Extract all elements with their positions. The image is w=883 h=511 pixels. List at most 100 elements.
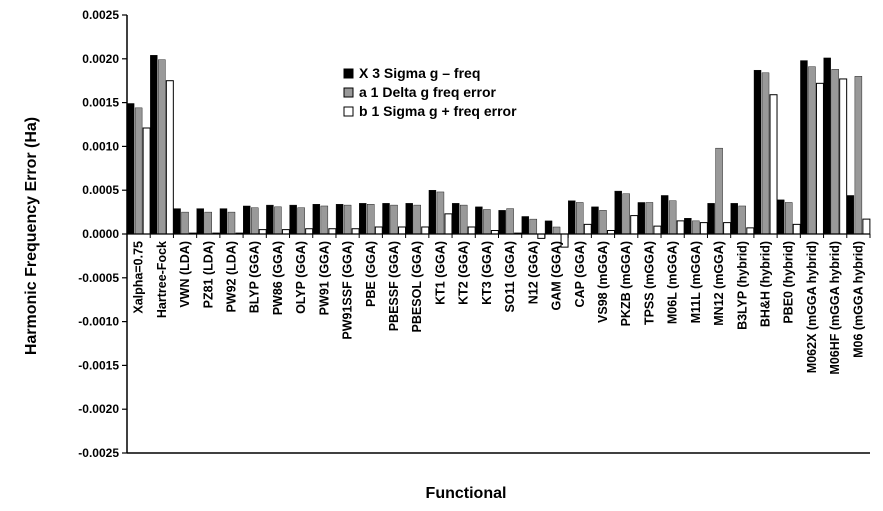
bar-s1-11 — [390, 204, 398, 235]
x-category-label: SO11 (GGA) — [503, 241, 517, 313]
bar-s2-5 — [258, 229, 267, 235]
bar-s0-29 — [800, 60, 808, 235]
bar-s0-10 — [359, 203, 367, 235]
x-category-label: M11L (mGGA) — [689, 241, 703, 323]
x-category-label: VS98 (mGGA) — [596, 241, 610, 323]
bar-s0-14 — [451, 203, 460, 235]
bar-s0-27 — [753, 69, 762, 235]
bar-s1-21 — [622, 193, 630, 235]
bar-s1-6 — [274, 206, 282, 235]
bar-s0-12 — [405, 203, 413, 235]
x-category-label: PBESOL (GGA) — [410, 241, 424, 332]
bar-s1-15 — [483, 209, 491, 235]
bar-s2-27 — [769, 94, 778, 235]
bar-s0-2 — [173, 208, 181, 235]
bar-s0-23 — [660, 195, 669, 235]
x-category-label: PBE0 (hybrid) — [782, 241, 796, 324]
bar-s2-29 — [815, 82, 824, 235]
bar-s0-6 — [266, 204, 274, 235]
bar-s1-17 — [529, 218, 538, 235]
bar-s0-8 — [312, 204, 321, 235]
x-category-label: PKZB (mGGA) — [619, 241, 633, 326]
bar-s1-7 — [297, 207, 305, 235]
x-category-labels: Xalpha=0.75 Hartree-Fock VWN (LDA) PZ81 (LD… — [126, 234, 871, 375]
bar-s0-7 — [289, 204, 297, 235]
bar-s1-27 — [761, 72, 770, 235]
bar-s2-7 — [305, 228, 314, 235]
bar-s2-12 — [421, 226, 430, 235]
bar-s0-20 — [591, 206, 599, 235]
x-category-label: M06HF (mGGA hybrid) — [828, 241, 842, 375]
x-category-label: CAP (GGA) — [573, 241, 587, 307]
bar-s2-24 — [699, 222, 708, 235]
bars-group — [126, 55, 871, 248]
bar-s0-15 — [475, 206, 483, 235]
bar-s2-0 — [142, 127, 151, 235]
bar-s0-13 — [428, 189, 437, 235]
x-category-label: M062X (mGGA hybrid) — [805, 241, 819, 373]
bar-s1-8 — [320, 205, 329, 235]
x-category-label: MN12 (mGGA) — [712, 241, 726, 326]
bar-s1-10 — [367, 204, 375, 235]
y-tick-label: 0.0010 — [82, 139, 119, 153]
x-category-label: Hartree-Fock — [155, 241, 169, 318]
bar-s2-14 — [467, 226, 476, 235]
bar-s2-1 — [165, 80, 174, 235]
bar-s0-26 — [730, 203, 738, 235]
bar-s1-28 — [785, 202, 793, 235]
x-category-label: BH&H (hybrid) — [759, 241, 773, 327]
bar-s2-21 — [630, 215, 639, 235]
bar-s0-24 — [684, 218, 692, 235]
y-tick-label: -0.0015 — [78, 358, 119, 372]
legend: X 3 Sigma g – freq a 1 Delta g freq error… — [343, 65, 517, 119]
y-tick-label: -0.0025 — [78, 446, 119, 460]
x-category-label: BLYP (GGA) — [248, 241, 262, 313]
bar-s1-13 — [436, 191, 445, 235]
x-category-label: PBESSF (GGA) — [387, 241, 401, 331]
x-category-label: KT2 (GGA) — [457, 241, 471, 305]
bar-s1-23 — [668, 200, 677, 235]
bar-s2-31 — [862, 218, 871, 235]
bar-s1-0 — [134, 107, 143, 235]
bar-s0-22 — [637, 202, 646, 235]
y-tick-label: -0.0020 — [78, 402, 119, 416]
y-tick-label: 0.0015 — [82, 96, 119, 110]
legend-label: b 1 Sigma g + freq error — [359, 103, 517, 119]
bar-s1-18 — [552, 226, 561, 235]
bar-s1-30 — [831, 69, 839, 235]
bar-s2-10 — [374, 226, 383, 235]
x-category-label: TPSS (mGGA) — [642, 241, 656, 325]
bar-s1-29 — [808, 66, 816, 235]
bar-s2-30 — [839, 78, 848, 235]
bar-s1-24 — [692, 220, 700, 235]
bar-s1-26 — [738, 205, 746, 235]
bar-s0-16 — [498, 210, 506, 235]
bar-s0-4 — [219, 208, 228, 235]
x-category-label: PW91SSF (GGA) — [341, 241, 355, 340]
bar-s2-11 — [398, 226, 407, 235]
x-category-label: M06L (mGGA) — [666, 241, 680, 324]
x-category-label: PW86 (GGA) — [271, 241, 285, 315]
bar-s2-22 — [653, 225, 662, 235]
legend-swatch — [343, 87, 354, 98]
bar-s2-26 — [746, 227, 755, 235]
bar-s0-3 — [196, 208, 204, 235]
x-category-label: PW91 (GGA) — [317, 241, 331, 315]
bar-s2-17 — [537, 233, 546, 239]
bar-s2-13 — [444, 213, 453, 235]
bar-s0-21 — [614, 190, 622, 235]
bar-s0-19 — [568, 200, 576, 235]
bar-s0-11 — [382, 203, 390, 235]
bar-s2-19 — [583, 223, 592, 235]
y-tick-labels: 0.0025 0.0020 0.0015 0.0010 0.0005 0.0000 -0.0… — [78, 8, 127, 460]
bar-s1-16 — [506, 208, 514, 235]
legend-swatch — [343, 106, 354, 117]
bar-s1-22 — [645, 202, 654, 235]
x-category-label: PW92 (LDA) — [224, 241, 238, 313]
y-tick-label: 0.0000 — [82, 227, 119, 241]
bar-s0-18 — [544, 220, 553, 235]
bar-s1-4 — [227, 211, 236, 235]
bar-s0-1 — [150, 55, 158, 235]
x-category-label: KT3 (GGA) — [480, 241, 494, 305]
